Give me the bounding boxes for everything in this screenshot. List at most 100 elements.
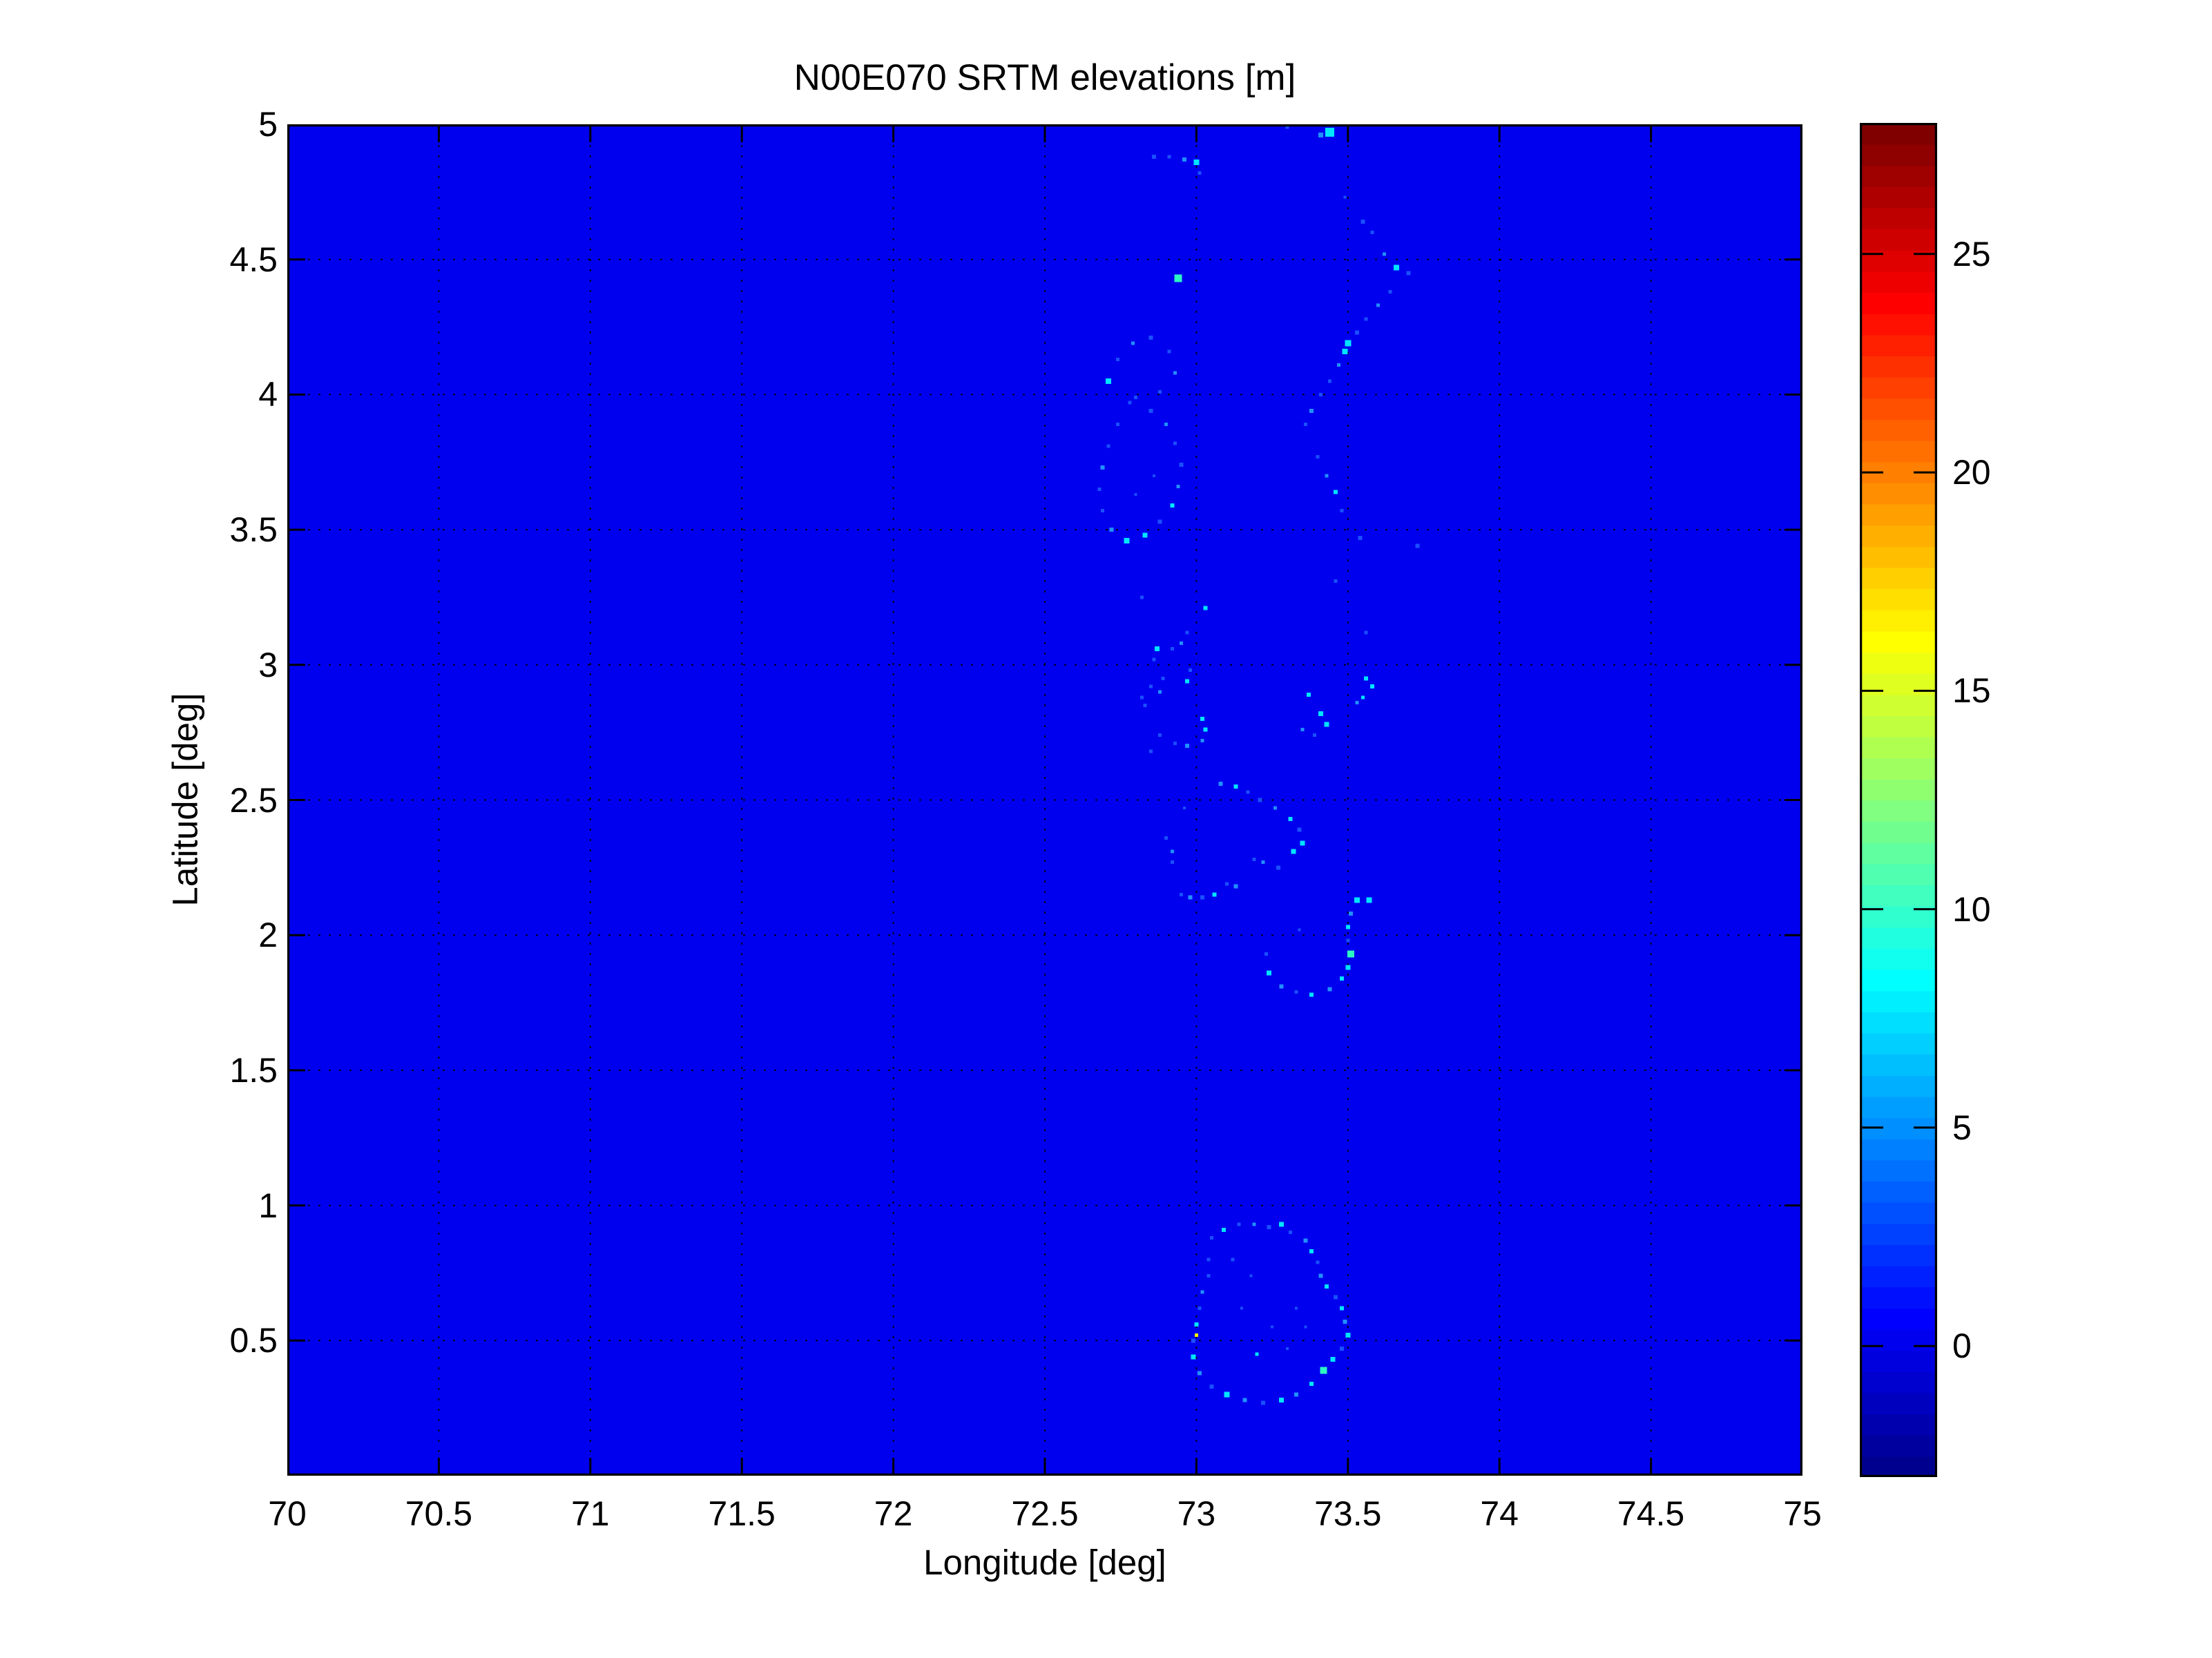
- elevation-feature: [1161, 676, 1165, 680]
- colorbar-band: [1860, 1054, 1937, 1076]
- colorbar-band: [1860, 1244, 1937, 1266]
- elevation-feature: [1278, 1222, 1284, 1227]
- elevation-feature: [1170, 646, 1174, 650]
- elevation-feature: [1267, 970, 1272, 976]
- elevation-feature: [1309, 408, 1314, 413]
- elevation-feature: [1173, 441, 1177, 445]
- elevation-feature: [1115, 422, 1119, 426]
- heatmap-canvas: [287, 124, 1802, 1476]
- elevation-feature: [1246, 790, 1250, 794]
- elevation-feature: [1139, 595, 1144, 599]
- elevation-feature: [1306, 692, 1311, 697]
- colorbar-band: [1860, 1307, 1937, 1330]
- elevation-feature: [1343, 195, 1347, 199]
- elevation-feature: [1318, 711, 1323, 716]
- y-tick-label: 1.5: [229, 1050, 278, 1090]
- elevation-feature: [1157, 519, 1162, 524]
- colorbar-band: [1860, 842, 1937, 865]
- elevation-feature: [1194, 1333, 1198, 1337]
- colorbar: [1860, 123, 1937, 1477]
- elevation-feature: [1342, 348, 1348, 354]
- colorbar-band: [1860, 482, 1937, 505]
- elevation-feature: [1330, 1357, 1336, 1362]
- elevation-feature: [1286, 1347, 1289, 1351]
- elevation-feature: [1300, 840, 1305, 846]
- colorbar-band: [1860, 292, 1937, 314]
- elevation-feature: [1325, 128, 1334, 137]
- elevation-feature: [1158, 690, 1162, 694]
- elevation-feature: [1294, 1392, 1299, 1397]
- y-tick-label: 2: [258, 916, 278, 955]
- elevation-feature: [1115, 358, 1119, 362]
- elevation-feature: [1334, 1295, 1338, 1300]
- elevation-feature: [1309, 1381, 1314, 1386]
- elevation-feature: [1360, 219, 1365, 224]
- elevation-feature: [1334, 490, 1338, 494]
- colorbar-band: [1860, 927, 1937, 949]
- elevation-feature: [1340, 1347, 1345, 1351]
- elevation-feature: [1347, 950, 1355, 958]
- elevation-feature: [1249, 1274, 1253, 1278]
- x-tick-label: 74: [1480, 1494, 1519, 1533]
- elevation-feature: [1193, 159, 1200, 165]
- colorbar-band: [1860, 229, 1937, 251]
- elevation-feature: [1358, 535, 1363, 540]
- colorbar-tick-label: 10: [1952, 889, 1991, 929]
- elevation-feature: [1134, 395, 1138, 399]
- y-tick-label: 1: [258, 1186, 278, 1225]
- y-tick-label: 3: [258, 645, 278, 684]
- colorbar-band: [1860, 165, 1937, 187]
- colorbar-band: [1860, 609, 1937, 632]
- elevation-feature: [1294, 990, 1298, 994]
- elevation-feature: [1406, 271, 1411, 276]
- elevation-feature: [1364, 317, 1368, 321]
- elevation-feature: [1167, 349, 1171, 354]
- y-axis-label: Latitude [deg]: [165, 693, 205, 907]
- colorbar-band: [1860, 969, 1937, 992]
- elevation-feature: [1318, 133, 1323, 138]
- plot-area: [287, 124, 1802, 1476]
- x-tick-label: 75: [1783, 1494, 1822, 1533]
- elevation-feature: [1134, 493, 1137, 497]
- elevation-feature: [1164, 836, 1168, 840]
- colorbar-band: [1860, 418, 1937, 441]
- elevation-feature: [1309, 1249, 1314, 1254]
- elevation-feature: [1354, 897, 1360, 903]
- elevation-feature: [1164, 422, 1168, 426]
- x-tick-label: 71.5: [708, 1494, 776, 1533]
- elevation-feature: [1337, 363, 1341, 367]
- x-tick-label: 71: [570, 1494, 610, 1533]
- elevation-feature: [1198, 171, 1202, 175]
- x-tick-label: 72: [874, 1494, 913, 1533]
- elevation-feature: [1198, 1306, 1202, 1310]
- colorbar-band: [1860, 990, 1937, 1012]
- colorbar-band: [1860, 715, 1937, 738]
- elevation-feature: [1158, 733, 1162, 738]
- colorbar-band: [1860, 588, 1937, 610]
- colorbar-band: [1860, 1223, 1937, 1245]
- elevation-feature: [1261, 860, 1265, 865]
- elevation-feature: [1364, 630, 1368, 635]
- elevation-feature: [1152, 474, 1155, 477]
- elevation-feature: [1149, 684, 1153, 688]
- x-tick-label: 73: [1177, 1494, 1216, 1533]
- elevation-feature: [1264, 952, 1268, 956]
- elevation-feature: [1252, 1222, 1256, 1226]
- elevation-feature: [1197, 1371, 1202, 1376]
- colorbar-band: [1860, 271, 1937, 293]
- elevation-feature: [1218, 782, 1223, 787]
- x-tick-label: 73.5: [1314, 1494, 1382, 1533]
- elevation-feature: [1394, 264, 1400, 271]
- chart-title: N00E070 SRTM elevations [m]: [794, 57, 1296, 98]
- elevation-feature: [1320, 1367, 1327, 1374]
- colorbar-band: [1860, 736, 1937, 759]
- elevation-feature: [1167, 155, 1171, 159]
- colorbar-border: [1860, 123, 1937, 1477]
- elevation-feature: [1255, 1352, 1259, 1356]
- elevation-feature: [1370, 231, 1374, 235]
- elevation-feature: [1200, 717, 1205, 722]
- elevation-feature: [1364, 676, 1369, 681]
- colorbar-tick-label: 0: [1952, 1327, 1972, 1366]
- elevation-feature: [1278, 1397, 1284, 1402]
- elevation-feature: [1309, 992, 1314, 997]
